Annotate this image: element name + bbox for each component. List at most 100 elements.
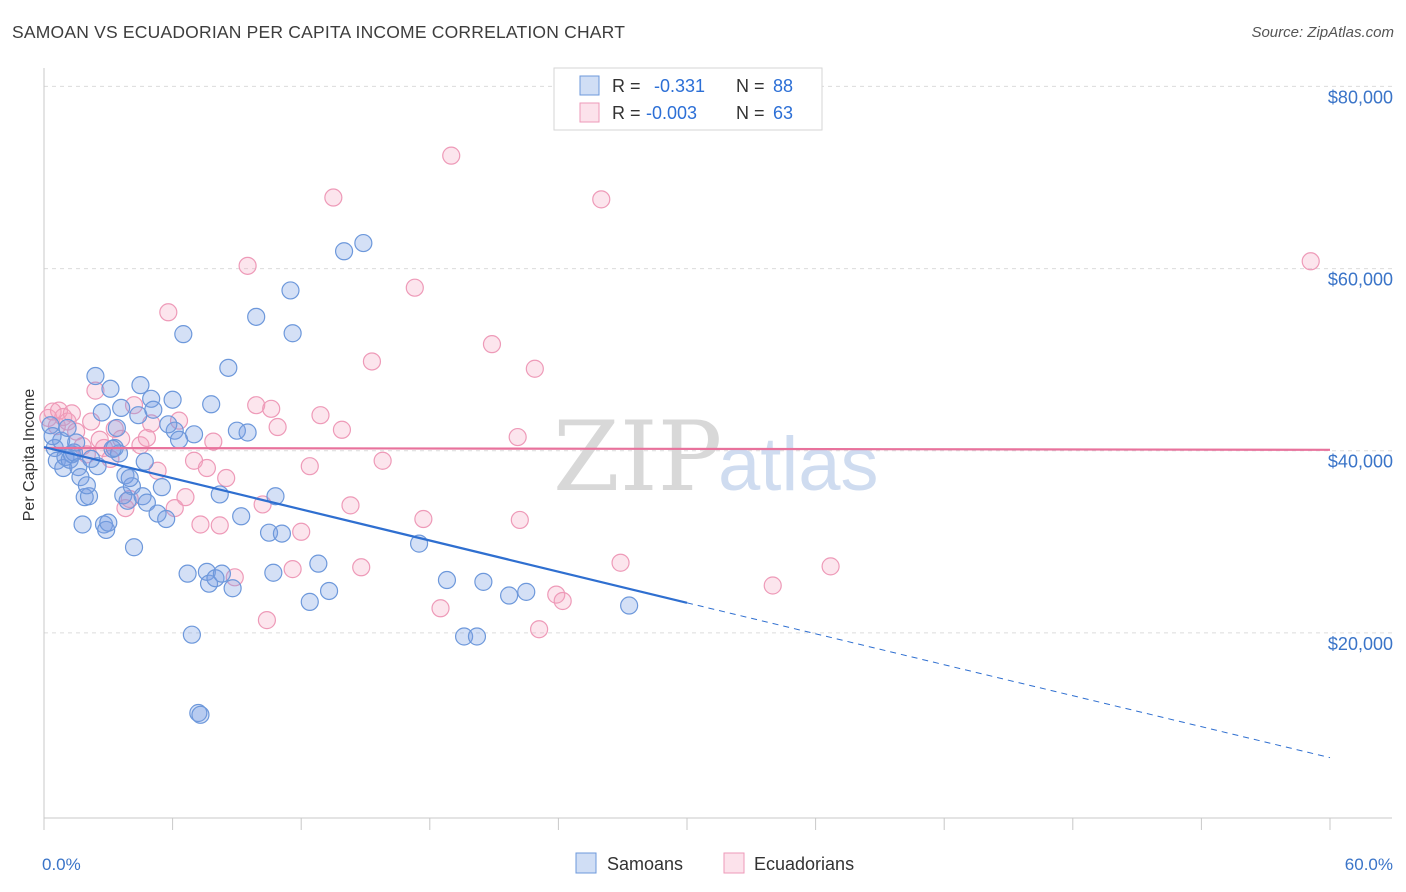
samoans-point (163, 390, 182, 409)
samoans-point (86, 366, 105, 386)
ecuadorians-point (341, 496, 360, 515)
series-legend: Samoans Ecuadorians (575, 852, 854, 874)
ecuadorians-point (431, 599, 450, 618)
samoans-n-value: 88 (773, 76, 793, 96)
ecuadorians-point (525, 359, 544, 378)
watermark: ZIP atlas (553, 401, 879, 513)
samoans-point (99, 513, 118, 532)
ecuadorians-point (86, 381, 105, 400)
samoans-point (300, 592, 319, 611)
ecuadorians-point (530, 620, 549, 639)
watermark-zip: ZIP (553, 401, 722, 513)
ecuadorians-point (324, 188, 343, 207)
samoans-point (152, 478, 171, 497)
ecuadorians-point (592, 190, 611, 209)
ecuadorians-point (169, 411, 189, 430)
samoans-point (454, 627, 474, 646)
ecuadorians-points (39, 146, 1320, 639)
samoans-swatch (579, 75, 600, 96)
samoans-point (467, 627, 487, 646)
watermark-atlas: atlas (718, 422, 879, 507)
ecuadorians-trend-line (43, 446, 1331, 451)
samoans-point (264, 563, 283, 582)
samoans-point (474, 572, 493, 591)
samoans-point (309, 554, 328, 573)
ecuadorians-point (268, 417, 287, 437)
ecuadorians-point (204, 432, 223, 451)
samoans-trend-line (43, 446, 688, 604)
samoans-point (517, 582, 536, 601)
samoans-point (238, 423, 257, 442)
chart-title: SAMOAN VS ECUADORIAN PER CAPITA INCOME C… (12, 22, 626, 42)
ecuadorians-point (414, 509, 433, 529)
samoans-point (319, 581, 339, 601)
ecuadorians-point (210, 516, 229, 535)
ecuadorians-point (159, 303, 178, 322)
ecuadorians-point (191, 515, 210, 534)
ecuadorians-point (352, 558, 371, 577)
ecuadorians-point (332, 420, 352, 439)
ecuadorians-point (482, 335, 502, 354)
samoans-r-value: -0.331 (654, 76, 705, 96)
samoans-point (43, 427, 62, 446)
samoans-point (137, 493, 156, 512)
y-tick-label: $80,000 (1328, 87, 1393, 107)
ecuadorians-point (300, 457, 319, 476)
axes (43, 68, 1392, 830)
samoans-point (174, 325, 193, 344)
samoans-n-label: N = (736, 76, 765, 96)
x-tick-labels: 0.0% 60.0% (42, 855, 1393, 874)
samoans-point (124, 538, 144, 557)
legend-samoans-label: Samoans (607, 854, 683, 874)
samoans-point (120, 468, 139, 488)
ecuadorians-point (373, 451, 392, 470)
samoans-point (354, 233, 373, 253)
ecuadorians-swatch (579, 102, 600, 123)
samoans-point (169, 430, 189, 449)
samoans-point (97, 520, 116, 540)
ecuadorians-point (611, 553, 630, 572)
x-tick-label: 60.0% (1345, 855, 1393, 874)
ecuadorians-point (217, 468, 236, 488)
ecuadorians-point (510, 510, 529, 530)
ecuadorians-point (62, 404, 81, 423)
ecuadorians-point (508, 427, 527, 447)
samoans-point (219, 358, 238, 377)
samoans-point (247, 307, 266, 326)
samoans-point (67, 433, 86, 452)
ecuadorians-point (247, 396, 266, 415)
samoans-point (79, 487, 99, 506)
samoans-point (437, 570, 457, 590)
ecuadorians-point (1301, 252, 1320, 271)
ecuadorians-point (362, 352, 382, 371)
grid-lines (44, 85, 1392, 634)
samoans-point (142, 389, 161, 408)
ecuadorians-point (292, 522, 311, 541)
ecuadorians-point (763, 576, 782, 595)
samoans-point (266, 487, 285, 506)
samoans-point (73, 515, 92, 534)
samoans-point (259, 523, 279, 542)
samoans-point (178, 564, 197, 583)
samoans-point (232, 507, 251, 526)
ecuadorians-point (176, 488, 195, 507)
source-label: Source: ZipAtlas.com (1251, 24, 1394, 41)
y-axis-title: Per Capita Income (21, 389, 38, 522)
y-tick-label: $40,000 (1328, 452, 1393, 472)
samoans-point (283, 324, 302, 343)
samoans-point (157, 509, 176, 529)
samoans-point (159, 415, 178, 434)
samoans-point (77, 476, 96, 495)
samoans-point (182, 625, 201, 644)
samoans-r-label: R = (612, 76, 641, 96)
samoans-point (135, 452, 154, 471)
ecuadorians-r-value: -0.003 (646, 103, 697, 123)
y-tick-label: $60,000 (1328, 270, 1393, 290)
samoans-point (191, 705, 210, 724)
ecuadorians-r-label: R = (612, 103, 641, 123)
samoans-trend-extension (686, 602, 1331, 759)
ecuadorians-point (311, 406, 330, 425)
samoans-point (334, 242, 354, 261)
samoans-point (202, 395, 221, 414)
